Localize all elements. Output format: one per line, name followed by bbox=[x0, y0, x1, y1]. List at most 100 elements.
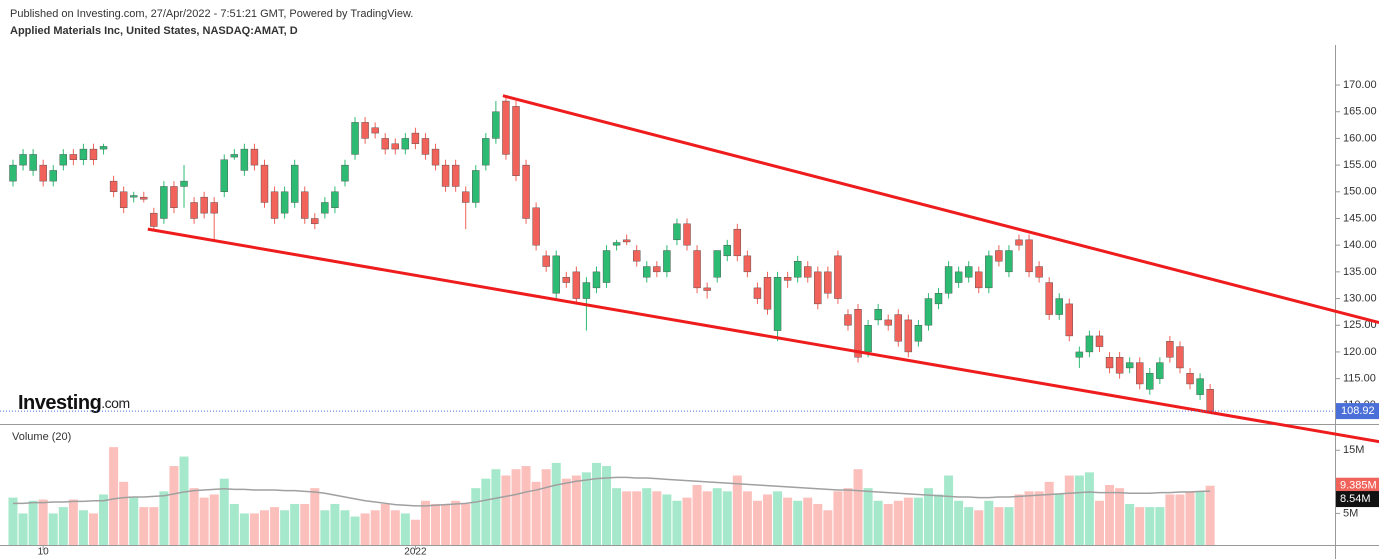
candle-body bbox=[532, 207, 540, 246]
y-tick-label: 135.00 bbox=[1343, 266, 1377, 278]
candle-body bbox=[552, 255, 560, 294]
volume-bar bbox=[1094, 500, 1104, 545]
volume-bar bbox=[974, 510, 984, 545]
candle-body bbox=[975, 271, 983, 289]
volume-bar bbox=[400, 513, 410, 545]
volume-bar bbox=[823, 510, 833, 545]
volume-bar bbox=[109, 447, 119, 545]
candle-body bbox=[824, 271, 832, 294]
candle-body bbox=[954, 271, 963, 283]
candle-body bbox=[713, 250, 721, 278]
candle-body bbox=[140, 196, 148, 200]
candle-body bbox=[39, 164, 47, 182]
candle-body bbox=[633, 250, 641, 262]
volume-bar bbox=[280, 510, 290, 545]
candle-body bbox=[9, 164, 17, 182]
y2-tick-label: 5M bbox=[1343, 507, 1358, 519]
candle-body bbox=[1136, 362, 1144, 385]
candle-body bbox=[1025, 239, 1033, 273]
volume-bar bbox=[853, 469, 863, 545]
volume-bar bbox=[350, 516, 360, 545]
volume-bar bbox=[944, 475, 954, 545]
candle-body bbox=[1186, 373, 1194, 385]
candle-body bbox=[924, 298, 933, 326]
volume-bar bbox=[360, 513, 370, 545]
candle-body bbox=[311, 218, 319, 225]
last-ma-label: 8.54M bbox=[1340, 493, 1371, 505]
volume-bar bbox=[1054, 494, 1064, 545]
candle-body bbox=[280, 191, 289, 214]
candle-body bbox=[683, 223, 691, 246]
volume-bar bbox=[239, 513, 249, 545]
candle-body bbox=[753, 287, 762, 299]
trendline bbox=[147, 227, 1379, 444]
candle-body bbox=[1085, 335, 1094, 353]
volume-bar bbox=[752, 500, 762, 545]
candle-body bbox=[874, 309, 882, 321]
candle-body bbox=[49, 170, 57, 182]
candle-body bbox=[371, 127, 379, 134]
volume-bar bbox=[320, 510, 330, 545]
volume-bar bbox=[551, 462, 561, 545]
y2-tick-label: 15M bbox=[1343, 444, 1364, 456]
candle-body bbox=[673, 223, 681, 241]
volume-bar bbox=[1014, 494, 1024, 545]
volume-bar bbox=[511, 469, 521, 545]
candle-body bbox=[985, 255, 993, 289]
volume-bar bbox=[1064, 475, 1074, 545]
last-volume-box bbox=[1336, 477, 1379, 494]
candle-body bbox=[482, 138, 490, 166]
volume-bar bbox=[431, 503, 441, 545]
candle-body bbox=[411, 132, 420, 144]
candle-body bbox=[321, 202, 329, 214]
volume-bar bbox=[1024, 491, 1034, 545]
volume-bar bbox=[451, 500, 461, 545]
candle-body bbox=[1156, 362, 1164, 379]
candle-body bbox=[119, 191, 128, 209]
candle-body bbox=[1166, 341, 1174, 358]
volume-bar bbox=[1165, 494, 1175, 545]
volume-bar bbox=[491, 469, 501, 545]
candle-body bbox=[814, 271, 822, 305]
volume-bar bbox=[501, 475, 511, 545]
candle-body bbox=[1035, 266, 1043, 278]
volume-bar bbox=[28, 500, 38, 545]
volume-bar bbox=[662, 494, 672, 545]
candle-body bbox=[1115, 357, 1124, 374]
candle-body bbox=[260, 164, 269, 203]
volume-bar bbox=[1195, 491, 1205, 545]
candle-body bbox=[1045, 282, 1053, 315]
candle-body bbox=[29, 154, 37, 171]
candle-body bbox=[512, 106, 520, 176]
volume-bar bbox=[18, 513, 28, 545]
volume-bar bbox=[893, 500, 903, 545]
volume-bar bbox=[612, 488, 622, 545]
candle-body bbox=[622, 239, 631, 243]
candle-body bbox=[130, 195, 138, 198]
volume-bar bbox=[310, 488, 320, 545]
y-tick-label: 150.00 bbox=[1343, 186, 1377, 198]
candle-body bbox=[663, 250, 671, 273]
volume-bar bbox=[420, 500, 430, 545]
volume-bar bbox=[159, 491, 169, 545]
y-tick-label: 125.00 bbox=[1343, 319, 1377, 331]
x-tick-label: 10 bbox=[38, 547, 50, 558]
volume-bar bbox=[793, 500, 803, 545]
y-tick-label: 165.00 bbox=[1343, 106, 1377, 118]
volume-ma-line bbox=[13, 476, 1211, 507]
candle-body bbox=[492, 111, 500, 139]
candle-body bbox=[331, 191, 339, 209]
candle-body bbox=[1176, 346, 1184, 369]
volume-bar bbox=[803, 497, 813, 545]
candle-body bbox=[69, 154, 78, 160]
volume-bar bbox=[682, 497, 692, 545]
volume-bar bbox=[380, 503, 390, 545]
volume-bar bbox=[1105, 485, 1115, 545]
candle-body bbox=[733, 228, 742, 257]
candle-body bbox=[381, 138, 389, 150]
candle-body bbox=[341, 164, 349, 182]
volume-bar bbox=[189, 488, 199, 545]
y-tick-label: 170.00 bbox=[1343, 79, 1377, 91]
candle-body bbox=[462, 191, 470, 203]
volume-bar bbox=[119, 481, 129, 545]
